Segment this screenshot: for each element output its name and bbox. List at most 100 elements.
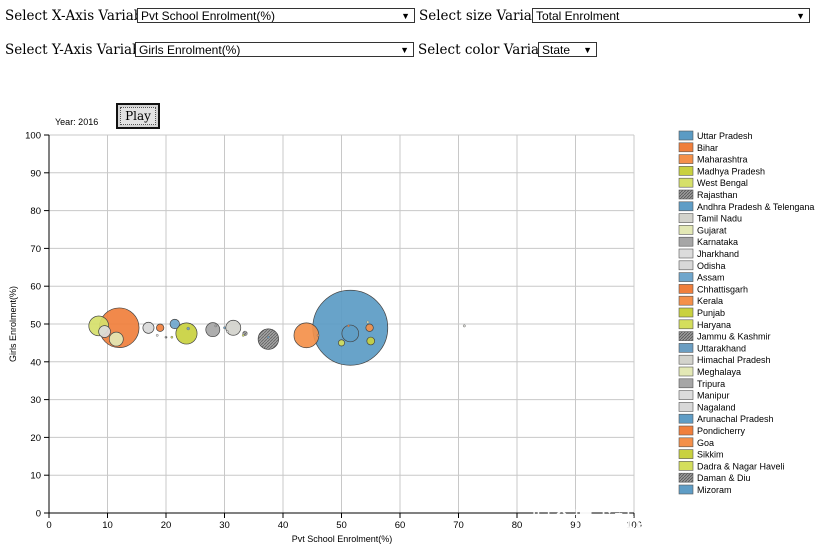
legend-swatch [678, 343, 694, 353]
legend-label: Himachal Pradesh [697, 355, 771, 365]
legend-label: Gujarat [697, 225, 727, 235]
axes: 0 10 20 30 40 50 60 70 80 90 100 0 10 20 30 40 50 60 70 80 9… [25, 131, 642, 532]
legend-label: Manipur [697, 391, 730, 401]
x-tick-label: 70 [453, 520, 464, 531]
legend-label: Mizoram [697, 485, 732, 495]
legend-swatch [678, 390, 694, 400]
legend-label: Odisha [697, 261, 726, 271]
triangle-down-icon: ▼ [400, 45, 409, 55]
x-tick-label: 80 [512, 520, 523, 531]
bubble [366, 320, 370, 324]
legend-label: Andhra Pradesh & Telengana [697, 202, 814, 212]
legend-label: Kerala [697, 296, 723, 306]
legend-label: Karnataka [697, 237, 738, 247]
legend-swatch [678, 177, 694, 188]
bubble [366, 336, 376, 346]
legend-label: Pondicherry [697, 426, 746, 436]
y-tick-label: 10 [30, 471, 41, 482]
bubble [267, 335, 270, 339]
legend-label: Maharashtra [697, 155, 748, 165]
bubble [108, 331, 124, 347]
x-tick-label: 20 [161, 520, 172, 531]
legend-swatch [678, 166, 694, 176]
y-tick-label: 70 [30, 244, 41, 255]
legend-swatch [678, 213, 694, 223]
bubble [205, 322, 221, 338]
legend-swatch [678, 472, 694, 483]
legend-swatch [678, 449, 694, 459]
y-tick-label: 60 [30, 282, 41, 293]
y-tick-label: 100 [25, 131, 41, 142]
bubble [241, 333, 245, 337]
x-tick-label: 0 [46, 520, 51, 531]
legend-swatch [678, 354, 694, 365]
bubble [293, 322, 320, 349]
bubble [316, 333, 320, 337]
legend-label: Tamil Nadu [697, 214, 742, 224]
bubble [156, 323, 165, 332]
x-axis-select-value: Pvt School Enrolment(%) [141, 9, 276, 23]
y-tick-label: 50 [30, 320, 41, 331]
x-tick-label: 100 [626, 520, 642, 531]
triangle-down-icon: ▼ [583, 45, 592, 55]
legend-swatch [678, 378, 694, 389]
legend-swatch [678, 248, 694, 259]
legend-swatch [678, 366, 694, 377]
legend-swatch [678, 130, 694, 141]
legend-swatch [678, 225, 694, 235]
watermark: 掘金技术社区 @ 布客飞龙 [530, 508, 774, 532]
legend-label: Tripura [697, 379, 725, 389]
x-axis-select[interactable]: Pvt School Enrolment(%) ▼ [137, 8, 415, 23]
legend-label: West Bengal [697, 178, 748, 188]
legend-swatch [678, 425, 694, 436]
legend-swatch [678, 201, 694, 212]
y-tick-label: 40 [30, 357, 41, 368]
legend-label: Arunachal Pradesh [697, 414, 774, 424]
legend-label: Goa [697, 438, 714, 448]
legend-label: Sikkim [697, 450, 724, 460]
y-axis-select[interactable]: Girls Enrolment(%) ▼ [135, 42, 414, 57]
bubble [226, 330, 229, 333]
bubble [169, 318, 180, 330]
legend-swatch [678, 413, 694, 424]
grid [49, 134, 635, 513]
legend-label: Uttar Pradesh [697, 131, 753, 141]
size-select-label: Select size Variable [419, 8, 553, 24]
bubble [365, 323, 374, 332]
bubble [225, 319, 242, 336]
size-select[interactable]: Total Enrolment ▼ [532, 8, 810, 23]
y-tick-label: 20 [30, 433, 41, 444]
legend-label: Jammu & Kashmir [697, 332, 771, 342]
legend-label: Meghalaya [697, 367, 741, 377]
legend-swatch [678, 484, 694, 495]
y-tick-label: 80 [30, 206, 41, 217]
legend-swatch [678, 284, 694, 294]
legend-label: Daman & Diu [697, 473, 751, 483]
legend-swatch [678, 331, 694, 341]
legend-swatch [678, 461, 694, 471]
bubble [214, 324, 218, 328]
x-tick-label: 50 [336, 520, 347, 531]
x-tick-label: 40 [278, 520, 289, 531]
legend-label: Rajasthan [697, 190, 738, 200]
x-axis-title: Pvt School Enrolment(%) [292, 534, 393, 544]
bubble [347, 324, 350, 328]
play-button[interactable]: Play [116, 103, 160, 129]
bubble [98, 325, 111, 338]
y-tick-label: 30 [30, 395, 41, 406]
legend-label: Bihar [697, 143, 718, 153]
bubble [341, 324, 360, 343]
color-select[interactable]: State ▼ [538, 42, 597, 57]
legend-swatch [678, 236, 694, 247]
legend-swatch [678, 295, 694, 306]
y-axis-select-label: Select Y-Axis Variable [5, 42, 154, 58]
y-axis-select-value: Girls Enrolment(%) [139, 43, 241, 57]
legend-swatch [678, 307, 694, 318]
legend-label: Dadra & Nagar Haveli [697, 461, 785, 471]
play-button-label: Play [120, 107, 156, 125]
triangle-down-icon: ▼ [796, 11, 805, 21]
legend-label: Nagaland [697, 402, 736, 412]
x-tick-label: 60 [395, 520, 406, 531]
legend-swatch [678, 142, 694, 153]
